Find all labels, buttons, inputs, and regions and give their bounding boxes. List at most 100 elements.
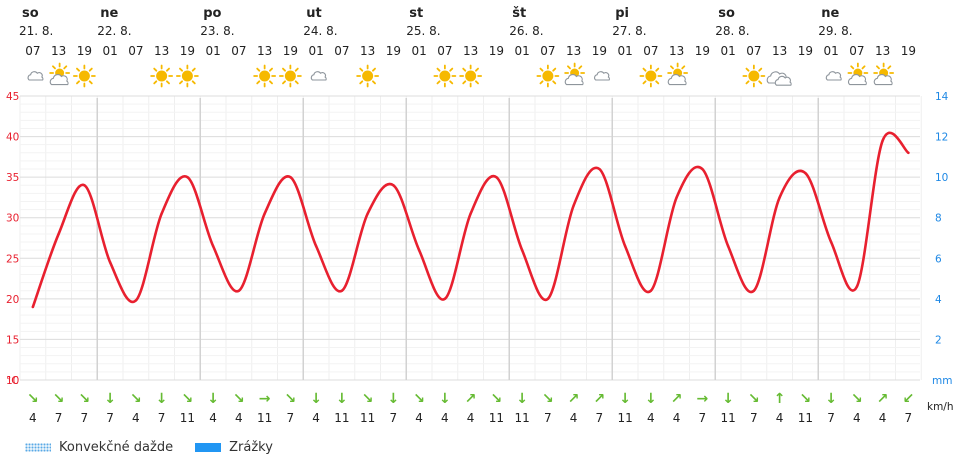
- wind-direction-icon: ↓: [825, 391, 837, 407]
- day-name: ut: [306, 6, 321, 21]
- temperature-point: [623, 244, 627, 248]
- day-name: so: [718, 6, 735, 21]
- sun-ray: [876, 65, 880, 70]
- wind-row: ↘ ↘ ↘ ↓ ↘ ↓ ↘ ↓ ↘ → ↘ ↓ ↓ ↘ ↓ ↘ ↓ ↗ ↘ ↓ ↘ ↗ ↗ ↓ ↓ ↗ → ↓ ↘ ↑ ↘ ↓ ↘ ↗ ↙ 4 7 7 7 4…: [27, 391, 954, 425]
- sun-icon: [639, 64, 663, 88]
- sun-ray: [256, 80, 261, 85]
- moon-icon: [721, 67, 731, 85]
- hour-label: 01: [823, 44, 838, 58]
- wind-direction-icon: ↗: [465, 391, 477, 407]
- moon-shape: [386, 67, 396, 85]
- temperature-point: [701, 167, 704, 171]
- sun-ray: [359, 80, 364, 85]
- temperature-point: [31, 305, 35, 309]
- temperature-point: [108, 261, 112, 264]
- moon-icon: [334, 67, 344, 85]
- legend-convective-swatch: [25, 443, 51, 452]
- temperature-point: [881, 139, 884, 142]
- wind-speed: 7: [158, 411, 166, 425]
- temperature-point: [572, 204, 575, 207]
- legend-convective[interactable]: Konvekčné dažde: [25, 440, 173, 455]
- legend-precipitation[interactable]: Zrážky: [195, 440, 273, 455]
- wind-direction-icon: ↑: [774, 391, 786, 407]
- hour-label: 07: [231, 44, 246, 58]
- sun-ray: [372, 80, 376, 85]
- sun-icon: [150, 64, 174, 88]
- temperature-point: [649, 289, 653, 292]
- wind-direction-icon: ↘: [362, 391, 374, 407]
- wind-speed: 7: [106, 411, 114, 425]
- sun-icon: [356, 64, 380, 88]
- temperature-point: [186, 175, 189, 179]
- wind-speed: 11: [720, 411, 735, 425]
- moon-shape: [489, 67, 499, 85]
- grid: [19, 95, 922, 381]
- wind-speed: 11: [360, 411, 375, 425]
- sun-ray: [153, 80, 158, 85]
- temperature-point: [469, 212, 472, 215]
- sun-ray: [88, 67, 93, 72]
- moon-icon: [412, 67, 422, 85]
- temperature-point: [520, 248, 524, 252]
- sun-cloud-icon: [564, 62, 586, 86]
- sun-cloud-icon: [49, 62, 71, 86]
- sun-ray: [655, 67, 660, 72]
- wind-direction-icon: ↘: [27, 391, 39, 407]
- temperature-point: [778, 196, 781, 199]
- temperature-point: [495, 175, 498, 179]
- hour-label: 19: [695, 44, 710, 58]
- wind-speed: 11: [257, 411, 272, 425]
- moon-cloud-icon: [24, 67, 44, 85]
- temperature-point: [855, 285, 859, 288]
- moon-icon: [695, 67, 705, 85]
- hour-label: 07: [128, 44, 143, 58]
- moon-icon: [618, 67, 628, 85]
- temperature-point: [804, 171, 807, 175]
- sun-disc: [156, 70, 168, 82]
- wind-direction-icon: ↓: [388, 391, 400, 407]
- temperature-point: [546, 297, 550, 301]
- wind-speed: 4: [441, 411, 449, 425]
- sun-ray: [462, 80, 467, 85]
- sun-ray: [166, 67, 170, 72]
- wind-speed: 11: [617, 411, 632, 425]
- wind-direction-icon: ↓: [207, 391, 219, 407]
- moon-icon: [386, 67, 396, 85]
- temperature-point: [134, 299, 138, 302]
- temperature-point: [675, 196, 678, 199]
- cloud-shape: [27, 71, 44, 81]
- sun-ray: [436, 67, 441, 72]
- sun-ray: [256, 67, 261, 72]
- sun-icon: [459, 64, 483, 88]
- day-date: 24. 8.: [303, 24, 337, 38]
- wind-speed: 7: [827, 411, 835, 425]
- hour-label: 19: [77, 44, 92, 58]
- temperature-point: [829, 240, 833, 244]
- sun-disc: [181, 70, 193, 82]
- wind-direction-icon: ↘: [542, 391, 554, 407]
- day-date: 27. 8.: [612, 24, 646, 38]
- temperature-point: [752, 289, 756, 292]
- wind-direction-icon: ↘: [182, 391, 194, 407]
- wind-direction-icon: ↘: [130, 391, 142, 407]
- sun-ray: [462, 67, 467, 72]
- moon-shape: [103, 67, 113, 85]
- temperature-point: [263, 212, 266, 215]
- wind-speed: 4: [776, 411, 784, 425]
- sun-ray: [372, 67, 376, 72]
- y-left-tick: 30: [6, 213, 19, 225]
- cloud-icon: [766, 71, 792, 86]
- wind-direction-icon: ↘: [491, 391, 503, 407]
- wind-direction-icon: ↘: [233, 391, 245, 407]
- sun-ray: [282, 80, 286, 85]
- sun-ray: [552, 67, 557, 72]
- hour-label: 01: [514, 44, 529, 58]
- sun-ray: [88, 80, 93, 85]
- temperature-point: [366, 212, 369, 215]
- y-left-tick: 20: [6, 294, 19, 306]
- wind-direction-icon: ↓: [104, 391, 116, 407]
- sun-disc: [284, 70, 296, 82]
- day-name: so: [22, 6, 39, 21]
- sun-disc: [78, 70, 90, 82]
